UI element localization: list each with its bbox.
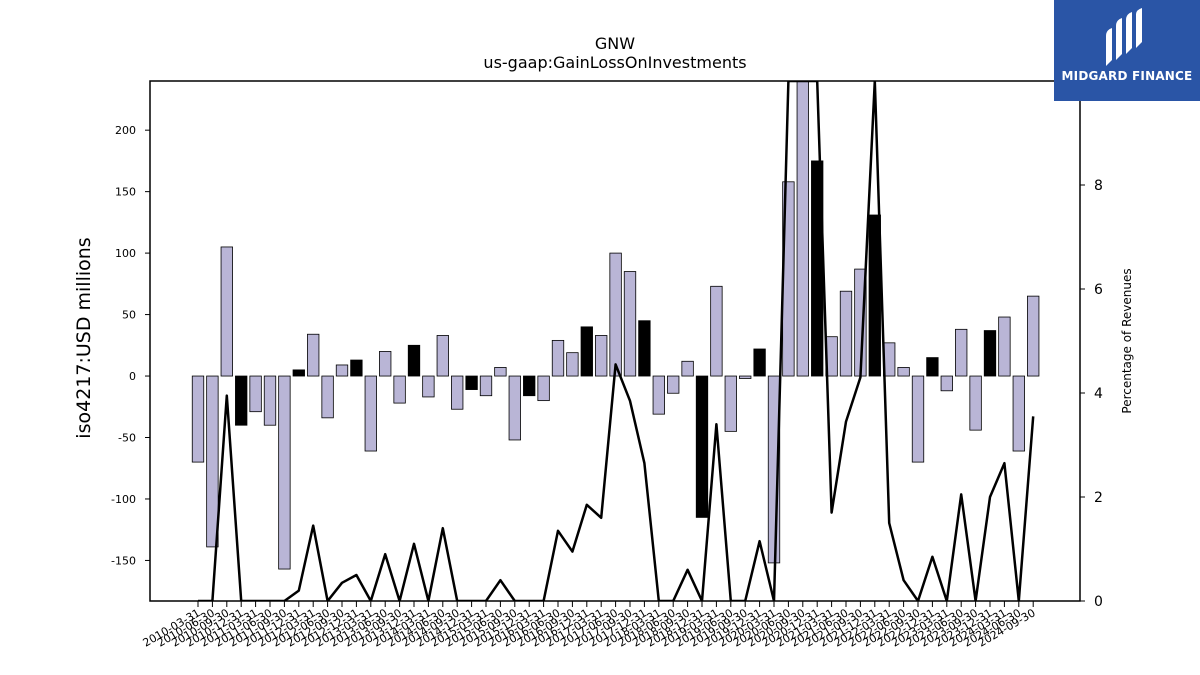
quarterly-bar xyxy=(998,316,1011,377)
annual-bar xyxy=(292,369,305,377)
quarterly-bar xyxy=(191,375,205,463)
y-tick-label: 200 xyxy=(115,124,136,137)
quarterly-bar xyxy=(335,364,349,377)
quarterly-bar xyxy=(897,367,910,377)
midgard-logo-icon xyxy=(1106,8,1142,66)
quarterly-bar xyxy=(494,367,507,377)
quarterly-bar xyxy=(321,375,334,419)
quarterly-bar xyxy=(263,375,277,426)
quarterly-bar xyxy=(551,339,565,377)
quarterly-bar xyxy=(955,328,968,377)
quarterly-bar xyxy=(667,375,680,394)
annual-bar xyxy=(580,326,593,377)
quarterly-bar xyxy=(278,375,291,570)
annual-bar xyxy=(407,344,421,377)
annual-bar xyxy=(695,375,709,518)
quarterly-bar xyxy=(364,375,377,452)
logo-text: MIDGARD FINANCE xyxy=(1061,69,1193,83)
quarterly-bar xyxy=(911,375,925,463)
brand-logo: MIDGARD FINANCE xyxy=(1054,0,1200,101)
quarterly-bar xyxy=(652,375,665,415)
quarterly-bar xyxy=(566,352,579,377)
annual-bar xyxy=(983,330,997,377)
quarterly-bar xyxy=(969,375,982,431)
pct-revenue-line xyxy=(198,81,1035,601)
quarterly-bar xyxy=(739,375,752,379)
bars-group xyxy=(191,80,1040,570)
line-group xyxy=(198,81,1035,601)
quarterly-bar xyxy=(249,375,262,413)
annual-bar xyxy=(523,375,536,397)
y-axis-label: iso4217:USD millions xyxy=(73,237,95,438)
annual-bar xyxy=(753,348,766,377)
quarterly-bar xyxy=(609,252,622,377)
axes-group: -150-100-5005010015020002468102010-03-31… xyxy=(111,74,1112,650)
annual-bar xyxy=(926,357,939,377)
quarterly-bar xyxy=(623,271,637,377)
quarterly-bar xyxy=(206,375,219,548)
quarterly-bar xyxy=(220,246,233,377)
chart-subtitle: us-gaap:GainLossOnInvestments xyxy=(483,53,746,72)
quarterly-bar xyxy=(422,375,435,398)
quarterly-bar xyxy=(436,335,449,377)
quarterly-bar xyxy=(508,375,521,441)
quarterly-bar xyxy=(479,375,493,397)
quarterly-bar xyxy=(710,285,723,377)
annual-bar xyxy=(350,359,363,377)
y-tick-label: -50 xyxy=(118,432,136,445)
annual-bar xyxy=(638,320,651,377)
quarterly-bar xyxy=(307,333,320,377)
quarterly-bar xyxy=(393,375,406,404)
y2-tick-label: 2 xyxy=(1094,490,1103,506)
quarterly-bar xyxy=(796,80,809,377)
quarterly-bar xyxy=(379,351,392,377)
quarterly-bar xyxy=(595,335,608,377)
y-tick-label: -150 xyxy=(111,554,136,567)
quarterly-bar xyxy=(1027,295,1040,377)
quarterly-bar xyxy=(940,375,953,392)
y2-tick-label: 0 xyxy=(1094,594,1103,610)
y-tick-label: 100 xyxy=(115,247,136,260)
annual-bar xyxy=(235,375,248,426)
plot-frame xyxy=(149,80,1081,602)
quarterly-bar xyxy=(1012,375,1025,452)
y-tick-label: 150 xyxy=(115,186,136,199)
y-tick-label: 0 xyxy=(129,370,136,383)
annual-bar xyxy=(465,375,478,390)
quarterly-bar xyxy=(681,360,694,377)
y-tick-label: -100 xyxy=(111,493,136,506)
y2-tick-label: 4 xyxy=(1094,386,1103,402)
quarterly-bar xyxy=(537,375,550,402)
y2-axis-label: Percentage of Revenues xyxy=(1120,268,1134,413)
y2-tick-label: 8 xyxy=(1094,178,1103,194)
quarterly-bar xyxy=(451,375,464,410)
quarterly-bar xyxy=(724,375,737,432)
y2-tick-label: 6 xyxy=(1094,282,1103,298)
chart-title: GNW xyxy=(595,34,635,53)
quarterly-bar xyxy=(839,290,853,377)
y-tick-label: 50 xyxy=(122,309,136,322)
